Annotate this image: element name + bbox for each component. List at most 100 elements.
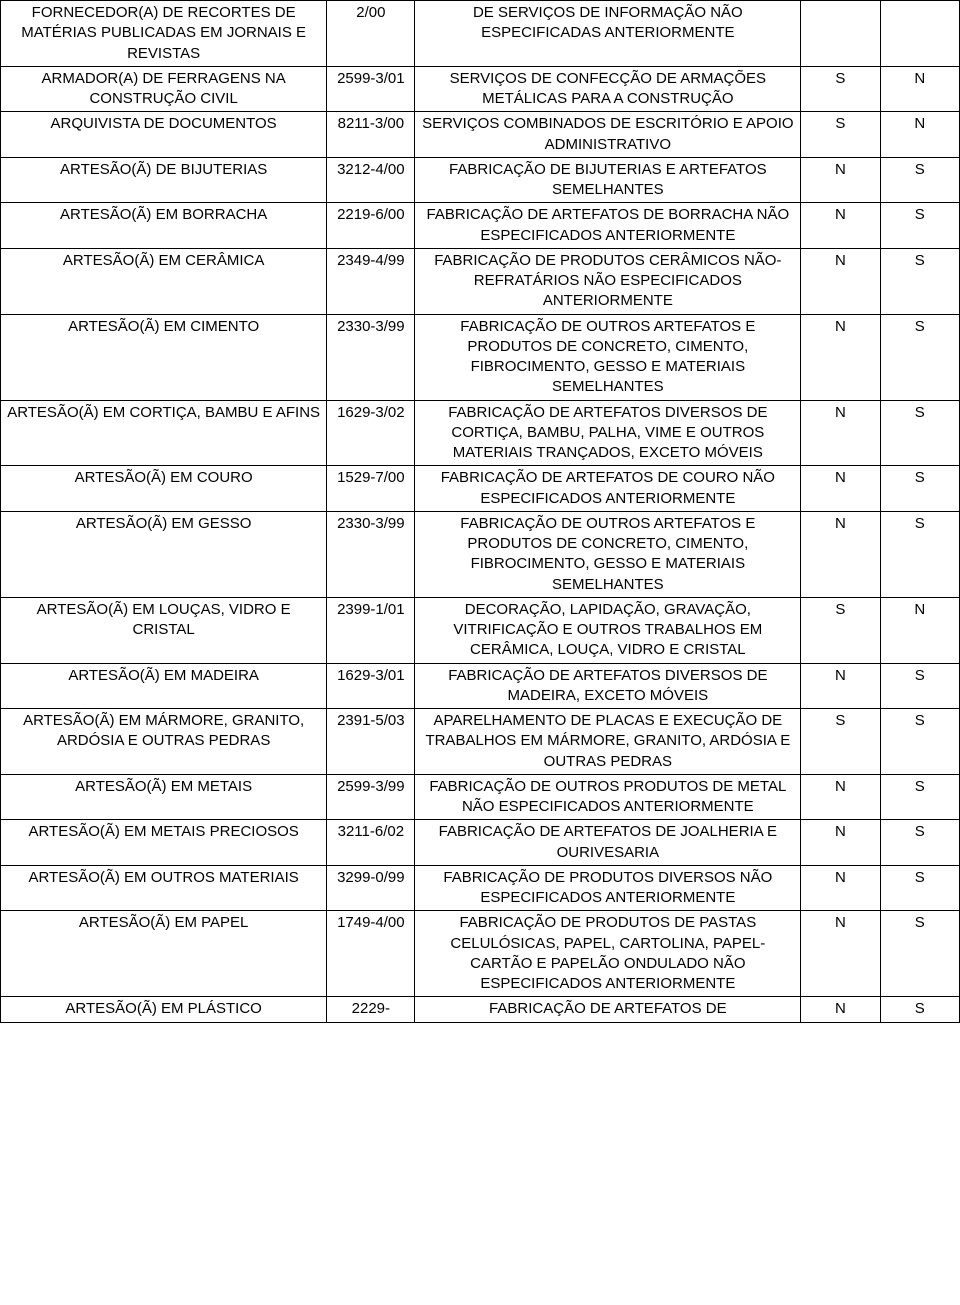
table-row: ARTESÃO(Ã) EM CERÂMICA2349-4/99FABRICAÇÃ… <box>1 248 960 314</box>
description-cell: FABRICAÇÃO DE PRODUTOS DE PASTAS CELULÓS… <box>415 911 801 997</box>
flag2-cell: S <box>880 511 959 597</box>
flag1-cell: N <box>801 248 880 314</box>
description-cell: FABRICAÇÃO DE ARTEFATOS DE <box>415 997 801 1022</box>
flag1-cell: N <box>801 774 880 820</box>
code-cell: 1529-7/00 <box>327 466 415 512</box>
code-cell: 2599-3/99 <box>327 774 415 820</box>
code-cell: 2/00 <box>327 1 415 67</box>
table-row: ARTESÃO(Ã) EM MADEIRA1629-3/01FABRICAÇÃO… <box>1 663 960 709</box>
code-cell: 3299-0/99 <box>327 865 415 911</box>
description-cell: FABRICAÇÃO DE ARTEFATOS DE JOALHERIA E O… <box>415 820 801 866</box>
code-cell: 2330-3/99 <box>327 511 415 597</box>
code-cell: 3212-4/00 <box>327 157 415 203</box>
flag1-cell: S <box>801 597 880 663</box>
table-row: ARTESÃO(Ã) DE BIJUTERIAS3212-4/00FABRICA… <box>1 157 960 203</box>
code-cell: 2330-3/99 <box>327 314 415 400</box>
flag2-cell: N <box>880 597 959 663</box>
table-row: ARTESÃO(Ã) EM MÁRMORE, GRANITO, ARDÓSIA … <box>1 709 960 775</box>
flag1-cell: S <box>801 66 880 112</box>
description-cell: FABRICAÇÃO DE OUTROS ARTEFATOS E PRODUTO… <box>415 314 801 400</box>
description-cell: APARELHAMENTO DE PLACAS E EXECUÇÃO DE TR… <box>415 709 801 775</box>
flag1-cell: S <box>801 709 880 775</box>
table-row: ARTESÃO(Ã) EM COURO1529-7/00FABRICAÇÃO D… <box>1 466 960 512</box>
occupation-cell: ARTESÃO(Ã) EM OUTROS MATERIAIS <box>1 865 327 911</box>
description-cell: SERVIÇOS COMBINADOS DE ESCRITÓRIO E APOI… <box>415 112 801 158</box>
flag2-cell: S <box>880 709 959 775</box>
flag1-cell: N <box>801 911 880 997</box>
description-cell: FABRICAÇÃO DE BIJUTERIAS E ARTEFATOS SEM… <box>415 157 801 203</box>
occupation-cell: ARTESÃO(Ã) EM MADEIRA <box>1 663 327 709</box>
code-cell: 1749-4/00 <box>327 911 415 997</box>
flag2-cell: N <box>880 112 959 158</box>
flag1-cell: N <box>801 820 880 866</box>
description-cell: FABRICAÇÃO DE OUTROS ARTEFATOS E PRODUTO… <box>415 511 801 597</box>
code-cell: 1629-3/01 <box>327 663 415 709</box>
occupation-cell: ARTESÃO(Ã) EM COURO <box>1 466 327 512</box>
occupation-cell: FORNECEDOR(A) DE RECORTES DE MATÉRIAS PU… <box>1 1 327 67</box>
code-cell: 2229- <box>327 997 415 1022</box>
flag1-cell: N <box>801 663 880 709</box>
occupation-cell: ARTESÃO(Ã) EM PAPEL <box>1 911 327 997</box>
flag2-cell: S <box>880 314 959 400</box>
flag2-cell: S <box>880 157 959 203</box>
flag2-cell: S <box>880 911 959 997</box>
table-row: ARTESÃO(Ã) EM METAIS PRECIOSOS3211-6/02F… <box>1 820 960 866</box>
occupation-cell: ARQUIVISTA DE DOCUMENTOS <box>1 112 327 158</box>
occupation-cell: ARTESÃO(Ã) EM METAIS PRECIOSOS <box>1 820 327 866</box>
table-row: ARTESÃO(Ã) EM BORRACHA2219-6/00FABRICAÇÃ… <box>1 203 960 249</box>
description-cell: FABRICAÇÃO DE PRODUTOS CERÂMICOS NÃO-REF… <box>415 248 801 314</box>
description-cell: DE SERVIÇOS DE INFORMAÇÃO NÃO ESPECIFICA… <box>415 1 801 67</box>
code-cell: 1629-3/02 <box>327 400 415 466</box>
flag2-cell <box>880 1 959 67</box>
flag2-cell: S <box>880 997 959 1022</box>
table-row: ARTESÃO(Ã) EM METAIS2599-3/99FABRICAÇÃO … <box>1 774 960 820</box>
table-row: ARTESÃO(Ã) EM PAPEL1749-4/00FABRICAÇÃO D… <box>1 911 960 997</box>
description-cell: SERVIÇOS DE CONFECÇÃO DE ARMAÇÕES METÁLI… <box>415 66 801 112</box>
flag1-cell: N <box>801 314 880 400</box>
table-row: ARTESÃO(Ã) EM CIMENTO2330-3/99FABRICAÇÃO… <box>1 314 960 400</box>
occupation-cell: ARTESÃO(Ã) EM GESSO <box>1 511 327 597</box>
description-cell: FABRICAÇÃO DE ARTEFATOS DE COURO NÃO ESP… <box>415 466 801 512</box>
description-cell: FABRICAÇÃO DE PRODUTOS DIVERSOS NÃO ESPE… <box>415 865 801 911</box>
code-cell: 8211-3/00 <box>327 112 415 158</box>
occupation-cell: ARTESÃO(Ã) EM CORTIÇA, BAMBU E AFINS <box>1 400 327 466</box>
flag1-cell: N <box>801 466 880 512</box>
occupation-cell: ARTESÃO(Ã) EM CIMENTO <box>1 314 327 400</box>
flag2-cell: S <box>880 248 959 314</box>
description-cell: FABRICAÇÃO DE ARTEFATOS DIVERSOS DE CORT… <box>415 400 801 466</box>
flag2-cell: S <box>880 663 959 709</box>
flag1-cell: S <box>801 112 880 158</box>
flag1-cell <box>801 1 880 67</box>
description-cell: FABRICAÇÃO DE ARTEFATOS DIVERSOS DE MADE… <box>415 663 801 709</box>
code-cell: 2391-5/03 <box>327 709 415 775</box>
table-row: ARTESÃO(Ã) EM PLÁSTICO2229-FABRICAÇÃO DE… <box>1 997 960 1022</box>
occupation-cell: ARTESÃO(Ã) EM CERÂMICA <box>1 248 327 314</box>
table-row: ARTESÃO(Ã) EM OUTROS MATERIAIS3299-0/99F… <box>1 865 960 911</box>
flag2-cell: S <box>880 203 959 249</box>
occupation-cell: ARTESÃO(Ã) EM METAIS <box>1 774 327 820</box>
table-row: FORNECEDOR(A) DE RECORTES DE MATÉRIAS PU… <box>1 1 960 67</box>
occupation-cell: ARTESÃO(Ã) EM LOUÇAS, VIDRO E CRISTAL <box>1 597 327 663</box>
table-row: ARTESÃO(Ã) EM GESSO2330-3/99FABRICAÇÃO D… <box>1 511 960 597</box>
table-row: ARMADOR(A) DE FERRAGENS NA CONSTRUÇÃO CI… <box>1 66 960 112</box>
flag1-cell: N <box>801 865 880 911</box>
code-cell: 2399-1/01 <box>327 597 415 663</box>
code-cell: 2349-4/99 <box>327 248 415 314</box>
table-row: ARTESÃO(Ã) EM LOUÇAS, VIDRO E CRISTAL239… <box>1 597 960 663</box>
flag1-cell: N <box>801 997 880 1022</box>
occupation-cell: ARTESÃO(Ã) EM MÁRMORE, GRANITO, ARDÓSIA … <box>1 709 327 775</box>
flag1-cell: N <box>801 157 880 203</box>
flag2-cell: S <box>880 466 959 512</box>
flag1-cell: N <box>801 203 880 249</box>
occupation-cell: ARTESÃO(Ã) DE BIJUTERIAS <box>1 157 327 203</box>
code-cell: 2599-3/01 <box>327 66 415 112</box>
flag2-cell: S <box>880 865 959 911</box>
code-cell: 3211-6/02 <box>327 820 415 866</box>
description-cell: DECORAÇÃO, LAPIDAÇÃO, GRAVAÇÃO, VITRIFIC… <box>415 597 801 663</box>
flag2-cell: S <box>880 400 959 466</box>
occupation-cell: ARTESÃO(Ã) EM PLÁSTICO <box>1 997 327 1022</box>
description-cell: FABRICAÇÃO DE ARTEFATOS DE BORRACHA NÃO … <box>415 203 801 249</box>
occupation-cell: ARTESÃO(Ã) EM BORRACHA <box>1 203 327 249</box>
flag1-cell: N <box>801 400 880 466</box>
table-row: ARQUIVISTA DE DOCUMENTOS8211-3/00SERVIÇO… <box>1 112 960 158</box>
